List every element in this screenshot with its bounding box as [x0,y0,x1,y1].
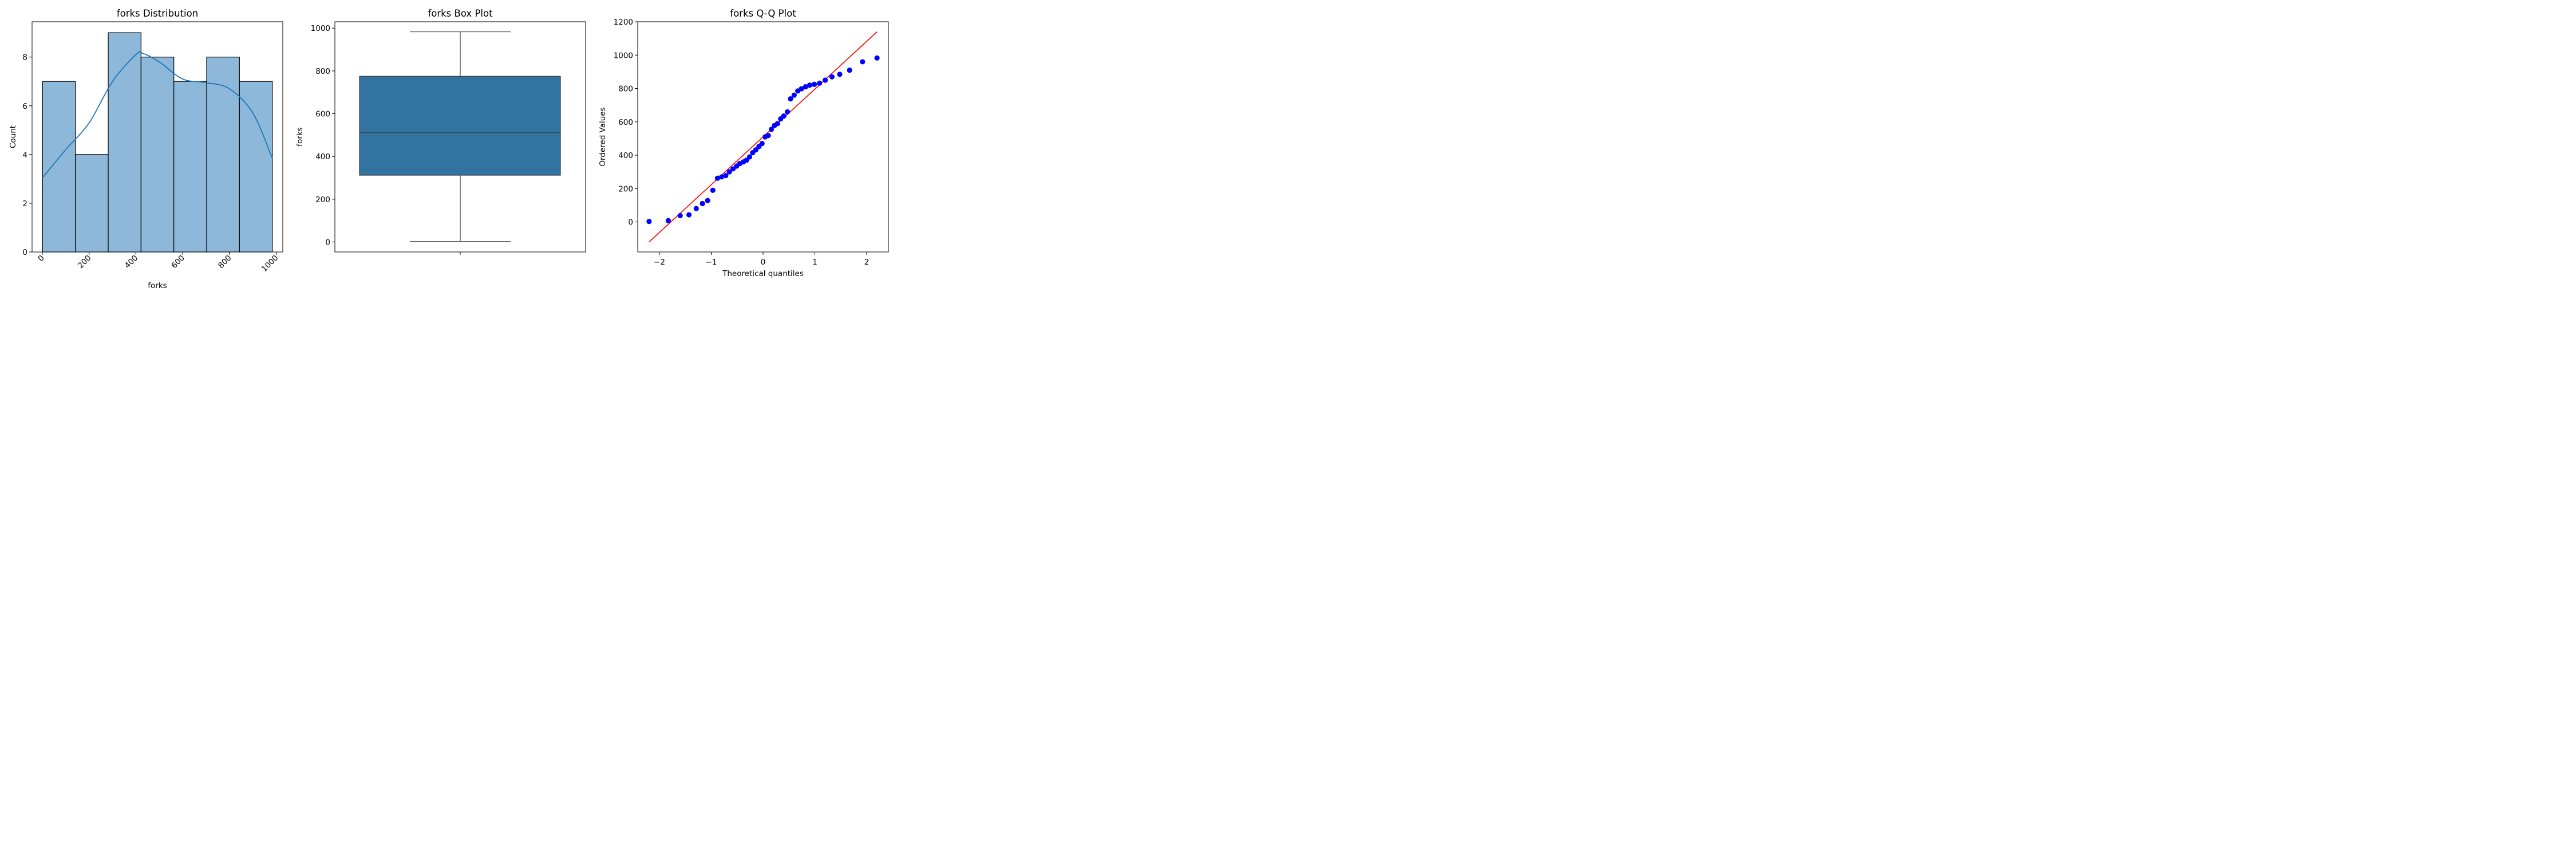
histogram-bar [140,57,175,253]
qq-point [781,113,787,119]
xtick-label: 0 [36,254,46,263]
ytick-label: 1000 [614,51,633,60]
qq-point [746,154,753,160]
qq-point [791,92,797,98]
ytick-label: 400 [618,151,633,160]
boxplot-ticks: 0 200 400 600 800 1000 [311,24,335,247]
kde-line [42,51,273,178]
qq-points [646,55,880,224]
ytick-label: 1200 [614,18,633,27]
qq-point [803,84,808,90]
histogram-axes-frame [31,21,283,253]
ytick-label: 8 [22,53,27,62]
ytick-label: 200 [618,184,633,194]
qq-point [775,121,780,127]
histogram-ylabel: Count [9,125,18,148]
ytick-label: 0 [22,248,27,257]
qq-point [874,55,880,61]
ytick-label: 6 [22,102,27,111]
qq-point [719,174,725,180]
xtick-label: 1000 [260,254,280,274]
ytick-label: 800 [618,85,633,94]
qq-title: forks Q-Q Plot [730,8,796,19]
ytick-label: 1000 [311,24,330,33]
qq-point [705,198,710,203]
histogram-bar [108,32,141,253]
qq-point [765,133,771,139]
xtick-label: 2 [864,258,870,267]
ytick-label: 200 [315,195,330,204]
qq-point [723,172,729,179]
histogram-bar [239,81,273,253]
xtick-label: 400 [123,254,140,271]
histogram-title: forks Distribution [117,8,198,19]
qq-point [788,96,793,102]
qq-point [811,81,817,87]
xtick-label: 200 [76,254,93,271]
histogram-bar [75,154,109,253]
qq-point [714,175,720,181]
histogram-panel: 0 2 4 6 8 0 200 400 600 800 1000 forks Distributio… [9,8,283,290]
qq-point [730,166,736,172]
qq-point [768,127,775,132]
ytick-label: 600 [618,118,633,127]
xtick-label: 0 [761,258,766,267]
qq-point [860,59,866,65]
histogram-bar [173,81,207,253]
qq-point [829,74,835,80]
qq-point [646,219,652,224]
qq-point [759,141,765,147]
qq-point [847,67,852,73]
xtick-label: 800 [216,254,234,271]
boxplot-ylabel: forks [295,127,305,146]
boxplot-elements [359,31,561,242]
histogram-bar [42,81,76,253]
ytick-label: 0 [628,218,633,227]
histogram-xlabel: forks [148,281,167,290]
qq-point [817,80,823,86]
xtick-label: 1 [812,258,817,267]
qq-point [822,77,828,83]
ytick-label: 800 [315,67,330,76]
qq-point [700,200,705,207]
qq-panel: 0 200 400 600 800 1000 1200 −2 −1 0 1 2 forks Q-Q P… [598,8,889,278]
qq-point [665,218,671,223]
histogram-bars [42,32,273,253]
ytick-label: 4 [22,151,27,160]
qq-point [710,187,716,193]
ytick-label: 400 [315,152,330,161]
qq-point [686,212,692,218]
boxplot-title: forks Box Plot [428,8,493,19]
qq-point [726,169,732,175]
qq-point [753,147,758,153]
qq-point [677,212,683,219]
qq-point [837,72,843,77]
box-iqr [359,76,561,176]
xtick-label: −1 [706,258,717,267]
qq-point [744,157,749,163]
ytick-label: 2 [22,199,27,208]
boxplot-panel: 0 200 400 600 800 1000 forks Box Plot forks [295,8,586,255]
ytick-label: 600 [315,110,330,119]
xtick-label: 600 [169,254,187,271]
histogram-bar [206,57,240,253]
qq-point [807,82,813,88]
qq-ticks: 0 200 400 600 800 1000 1200 −2 −1 0 1 2 [614,18,870,267]
xtick-label: −2 [654,258,665,267]
qq-xlabel: Theoretical quantiles [722,269,804,278]
qq-ylabel: Ordered Values [598,107,607,166]
qq-point [693,206,699,211]
qq-point [799,86,804,92]
ytick-label: 0 [325,238,330,247]
qq-point [784,109,791,115]
